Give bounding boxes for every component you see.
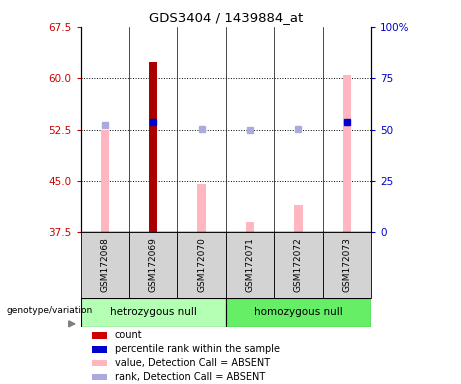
Bar bbox=[92, 360, 107, 366]
Text: GSM172070: GSM172070 bbox=[197, 238, 206, 292]
Bar bbox=[246, 222, 254, 232]
Text: GSM172071: GSM172071 bbox=[246, 238, 254, 292]
Text: percentile rank within the sample: percentile rank within the sample bbox=[115, 344, 280, 354]
Bar bbox=[81, 232, 129, 298]
Bar bbox=[92, 374, 107, 381]
Bar bbox=[226, 232, 274, 298]
Bar bbox=[149, 63, 157, 232]
Text: hetrozygous null: hetrozygous null bbox=[110, 307, 197, 318]
Bar bbox=[323, 232, 371, 298]
Text: GSM172072: GSM172072 bbox=[294, 238, 303, 292]
Bar bbox=[92, 332, 107, 339]
Bar bbox=[197, 184, 206, 232]
Text: GSM172069: GSM172069 bbox=[149, 238, 158, 292]
Bar bbox=[92, 346, 107, 353]
Text: homozygous null: homozygous null bbox=[254, 307, 343, 318]
Bar bbox=[81, 298, 226, 327]
Bar bbox=[274, 232, 323, 298]
Text: GSM172073: GSM172073 bbox=[343, 238, 351, 292]
Text: value, Detection Call = ABSENT: value, Detection Call = ABSENT bbox=[115, 358, 270, 368]
Title: GDS3404 / 1439884_at: GDS3404 / 1439884_at bbox=[149, 11, 303, 24]
Bar bbox=[177, 232, 226, 298]
Text: GSM172068: GSM172068 bbox=[100, 238, 109, 292]
Bar bbox=[129, 232, 177, 298]
Bar bbox=[226, 298, 371, 327]
Bar bbox=[100, 130, 109, 232]
Text: rank, Detection Call = ABSENT: rank, Detection Call = ABSENT bbox=[115, 372, 265, 382]
Bar bbox=[343, 75, 351, 232]
Bar bbox=[294, 205, 303, 232]
Text: genotype/variation: genotype/variation bbox=[6, 306, 93, 315]
Text: count: count bbox=[115, 330, 142, 340]
